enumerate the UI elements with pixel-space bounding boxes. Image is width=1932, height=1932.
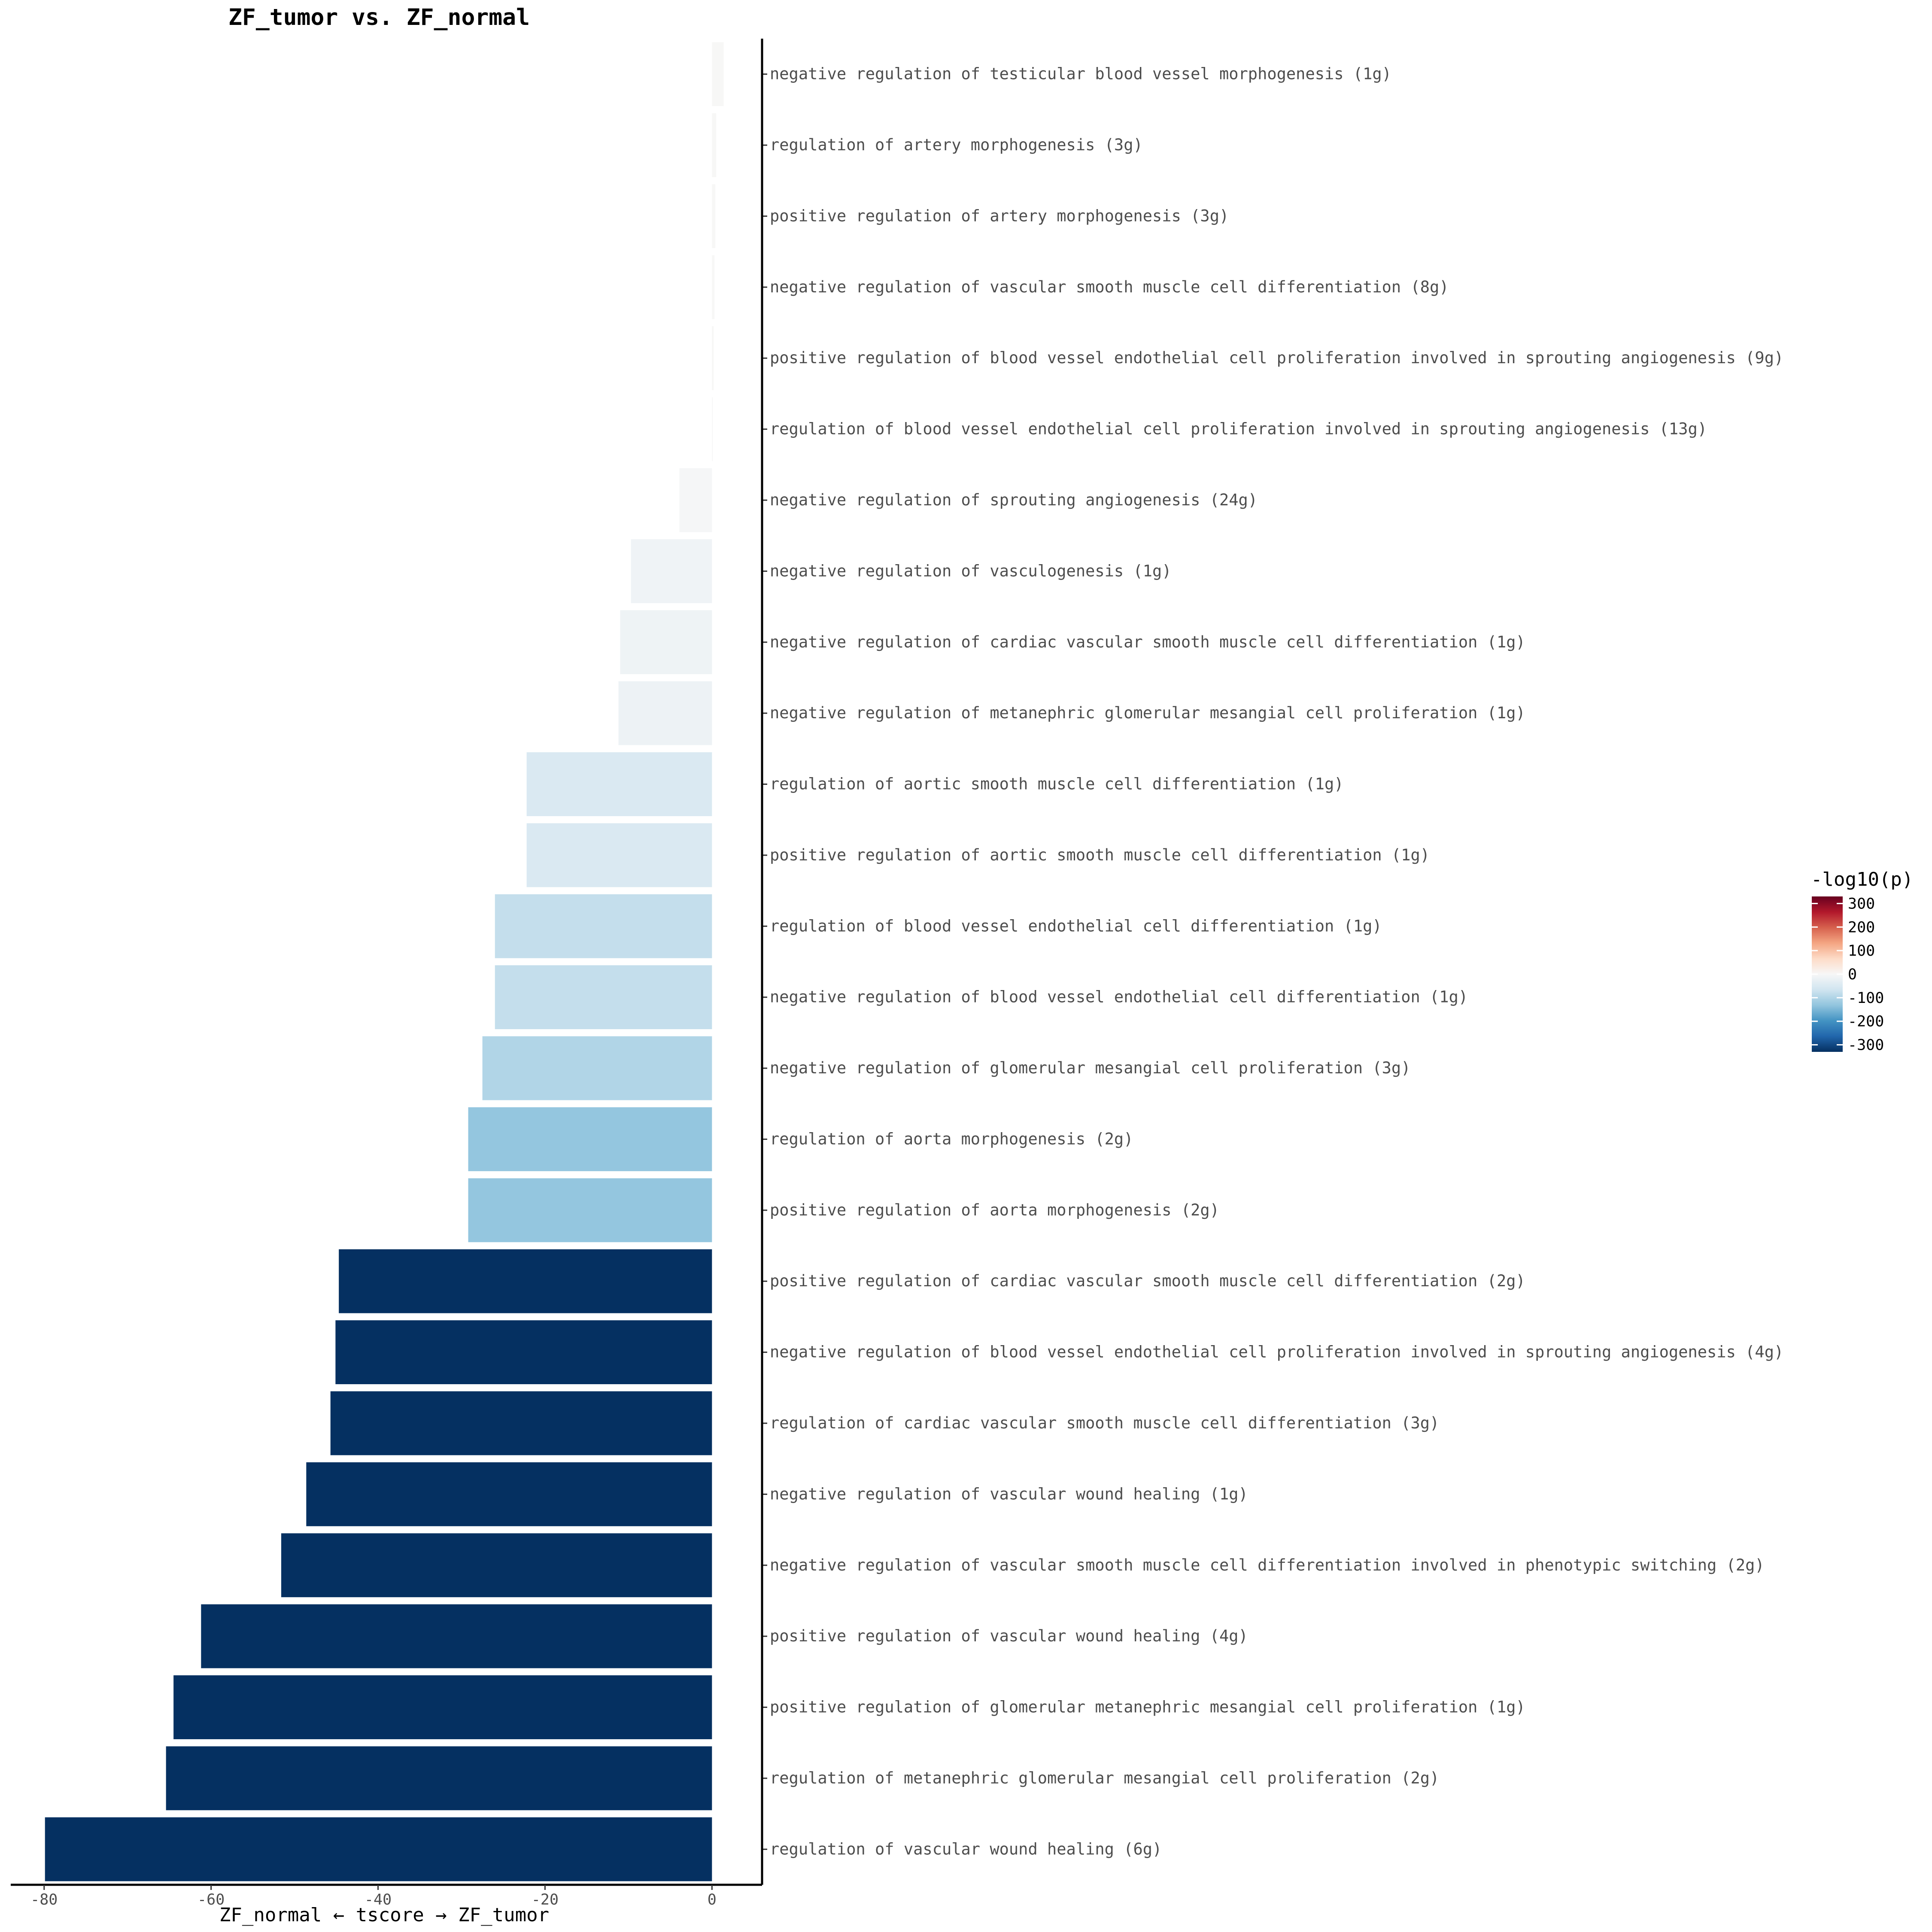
category-label: positive regulation of aortic smooth mus… bbox=[770, 846, 1430, 864]
legend-tick-label: 100 bbox=[1848, 942, 1875, 960]
x-axis-title: ZF_normal ← tscore → ZF_tumor bbox=[219, 1904, 549, 1926]
bar bbox=[679, 468, 712, 532]
category-label: negative regulation of blood vessel endo… bbox=[770, 988, 1468, 1006]
category-label: regulation of artery morphogenesis (3g) bbox=[770, 136, 1143, 154]
bar bbox=[495, 965, 712, 1030]
bar bbox=[201, 1604, 712, 1668]
bar bbox=[468, 1107, 712, 1171]
bar bbox=[173, 1675, 712, 1739]
bar bbox=[166, 1746, 712, 1810]
category-label: regulation of vascular wound healing (6g… bbox=[770, 1840, 1162, 1858]
bar bbox=[45, 1817, 712, 1881]
x-tick-label: -80 bbox=[30, 1891, 58, 1908]
bar bbox=[330, 1391, 712, 1455]
bar bbox=[335, 1320, 712, 1385]
x-tick-label: -60 bbox=[197, 1891, 225, 1908]
legend-title: -log10(p) bbox=[1811, 869, 1913, 890]
x-tick-label: 0 bbox=[708, 1891, 717, 1908]
bar bbox=[526, 823, 712, 887]
category-label: regulation of blood vessel endothelial c… bbox=[770, 917, 1382, 935]
category-label: negative regulation of vascular smooth m… bbox=[770, 278, 1449, 296]
bar bbox=[495, 894, 712, 958]
category-label: positive regulation of artery morphogene… bbox=[770, 207, 1229, 225]
bar bbox=[482, 1036, 712, 1100]
x-tick-label: -40 bbox=[365, 1891, 392, 1908]
category-label: regulation of blood vessel endothelial c… bbox=[770, 420, 1707, 438]
category-label: regulation of cardiac vascular smooth mu… bbox=[770, 1414, 1439, 1432]
bar bbox=[712, 184, 716, 248]
bar bbox=[712, 113, 717, 177]
category-label: negative regulation of glomerular mesang… bbox=[770, 1059, 1410, 1077]
bar bbox=[712, 326, 714, 390]
bar bbox=[306, 1462, 712, 1526]
category-labels-group: negative regulation of testicular blood … bbox=[762, 65, 1783, 1858]
category-label: positive regulation of cardiac vascular … bbox=[770, 1272, 1525, 1290]
category-label: negative regulation of testicular blood … bbox=[770, 65, 1391, 83]
legend-tick-label: 200 bbox=[1848, 919, 1875, 936]
legend-ticks-group: 300 200 100 0 -100 -200 -300 bbox=[1812, 895, 1884, 1054]
category-label: negative regulation of metanephric glome… bbox=[770, 704, 1525, 722]
category-label: regulation of metanephric glomerular mes… bbox=[770, 1769, 1439, 1787]
category-label: negative regulation of vascular smooth m… bbox=[770, 1556, 1765, 1574]
bar bbox=[468, 1178, 712, 1242]
category-label: negative regulation of sprouting angioge… bbox=[770, 491, 1258, 509]
bars-group bbox=[45, 42, 724, 1881]
x-tick-label: -20 bbox=[532, 1891, 559, 1908]
chart-title: ZF_tumor vs. ZF_normal bbox=[228, 4, 530, 30]
bar bbox=[712, 42, 724, 106]
category-label: negative regulation of vascular wound he… bbox=[770, 1485, 1248, 1503]
x-axis: -80 -60 -40 -20 0 bbox=[11, 1883, 762, 1908]
bar bbox=[712, 397, 713, 462]
bar bbox=[620, 610, 712, 674]
legend-tick-label: -200 bbox=[1848, 1013, 1884, 1030]
category-label: positive regulation of aorta morphogenes… bbox=[770, 1201, 1219, 1219]
category-label: negative regulation of blood vessel endo… bbox=[770, 1343, 1783, 1361]
category-label: negative regulation of cardiac vascular … bbox=[770, 633, 1525, 651]
legend-tick-label: -300 bbox=[1848, 1037, 1884, 1054]
bar bbox=[618, 681, 712, 745]
category-label: negative regulation of vasculogenesis (1… bbox=[770, 562, 1172, 580]
bar bbox=[526, 752, 712, 816]
category-label: regulation of aortic smooth muscle cell … bbox=[770, 775, 1344, 793]
category-label: regulation of aorta morphogenesis (2g) bbox=[770, 1130, 1133, 1148]
legend-tick-label: -100 bbox=[1848, 990, 1884, 1007]
category-label: positive regulation of blood vessel endo… bbox=[770, 349, 1783, 367]
bar bbox=[281, 1533, 712, 1598]
category-label: positive regulation of glomerular metane… bbox=[770, 1698, 1525, 1716]
bar bbox=[339, 1249, 712, 1313]
legend-tick-label: 0 bbox=[1848, 966, 1857, 983]
category-label: positive regulation of vascular wound he… bbox=[770, 1627, 1248, 1645]
legend-tick-label: 300 bbox=[1848, 895, 1875, 912]
bar bbox=[712, 255, 715, 319]
color-legend: -log10(p) 300 200 100 0 -100 -200 -300 bbox=[1811, 869, 1913, 1054]
bar bbox=[631, 539, 712, 603]
